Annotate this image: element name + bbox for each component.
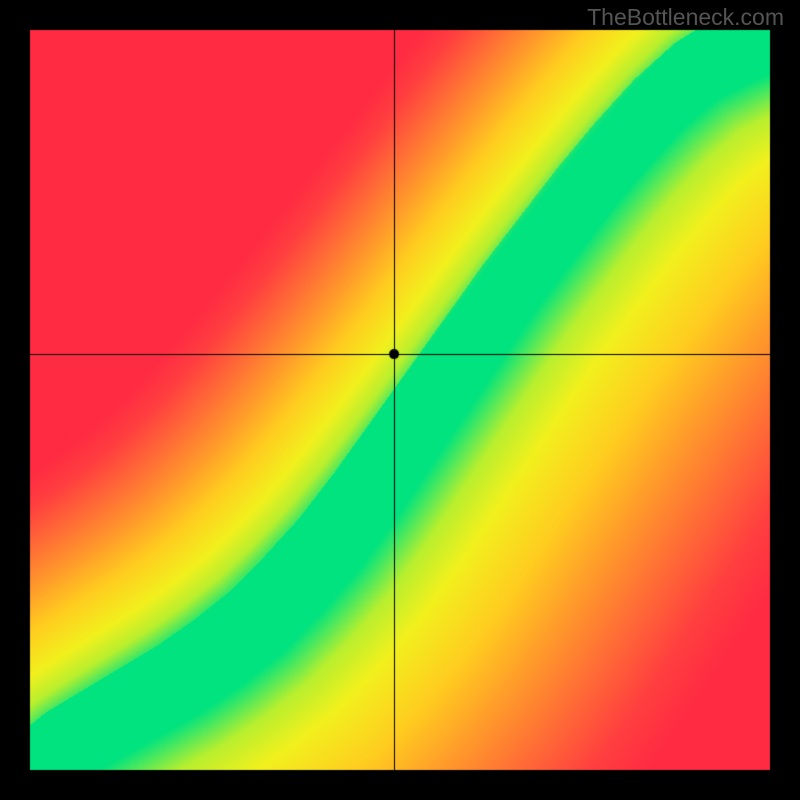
watermark-text: TheBottleneck.com bbox=[587, 4, 784, 31]
bottleneck-heatmap bbox=[0, 0, 800, 800]
chart-container: { "type": "heatmap", "watermark": { "tex… bbox=[0, 0, 800, 800]
